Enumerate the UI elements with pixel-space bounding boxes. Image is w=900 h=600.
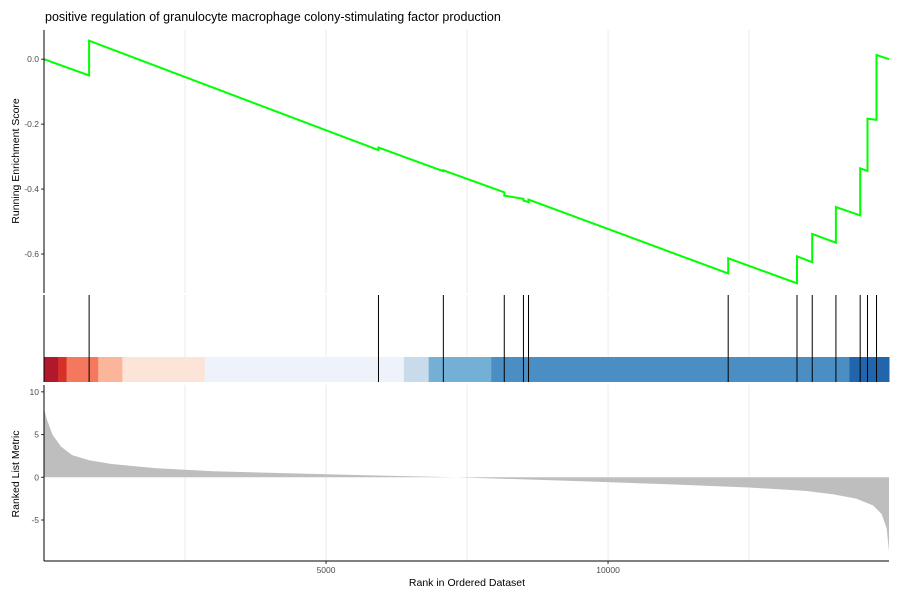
color-bar-segment <box>58 357 68 382</box>
color-bar-segment <box>122 357 206 382</box>
es-y-axis-title: Running Enrichment Score <box>10 98 22 224</box>
ranked-metric-panel: 10 5 0 -5 5000 10000 Ranked List Metric Rank… <box>10 387 889 589</box>
x-axis-title: Rank in Ordered Dataset <box>409 577 525 589</box>
color-bar-segment <box>44 357 59 382</box>
rm-y-tick-label: 0 <box>34 472 39 482</box>
x-axis-ticks: 5000 10000 <box>317 561 620 575</box>
axis-lines <box>43 30 889 562</box>
es-y-ticks: 0.0 -0.2 -0.4 -0.6 <box>24 54 44 259</box>
rm-y-tick-label: 10 <box>30 387 40 397</box>
chart-title: positive regulation of granulocyte macro… <box>45 10 501 24</box>
es-y-tick-label: -0.6 <box>24 249 39 259</box>
gene-hit-panel <box>44 295 890 382</box>
color-bar-segment <box>491 357 850 382</box>
es-y-tick-label: -0.4 <box>24 184 39 194</box>
x-tick-label: 10000 <box>596 565 620 575</box>
color-bar-segment <box>204 357 405 382</box>
running-score-line <box>43 39 890 285</box>
ranked-metric-area <box>44 408 889 552</box>
x-tick-label: 5000 <box>317 565 336 575</box>
color-bar-segment <box>403 357 430 382</box>
color-bar-segment <box>428 357 492 382</box>
color-bar-segment <box>66 357 99 382</box>
rm-y-axis-title: Ranked List Metric <box>10 431 22 518</box>
rank-color-bar <box>44 357 890 382</box>
enrichment-score-panel: 0.0 -0.2 -0.4 -0.6 Running Enrichment Score <box>10 39 890 285</box>
color-bar-segment <box>98 357 123 382</box>
gene-hit-lines <box>88 295 878 382</box>
rm-y-tick-label: 5 <box>34 430 39 440</box>
es-y-tick-label: -0.2 <box>24 119 39 129</box>
color-bar-segment <box>849 357 890 382</box>
rm-y-tick-label: -5 <box>31 515 39 525</box>
rm-y-ticks: 10 5 0 -5 <box>30 387 44 525</box>
es-y-tick-label: 0.0 <box>27 54 39 64</box>
grid-lines <box>184 30 750 561</box>
